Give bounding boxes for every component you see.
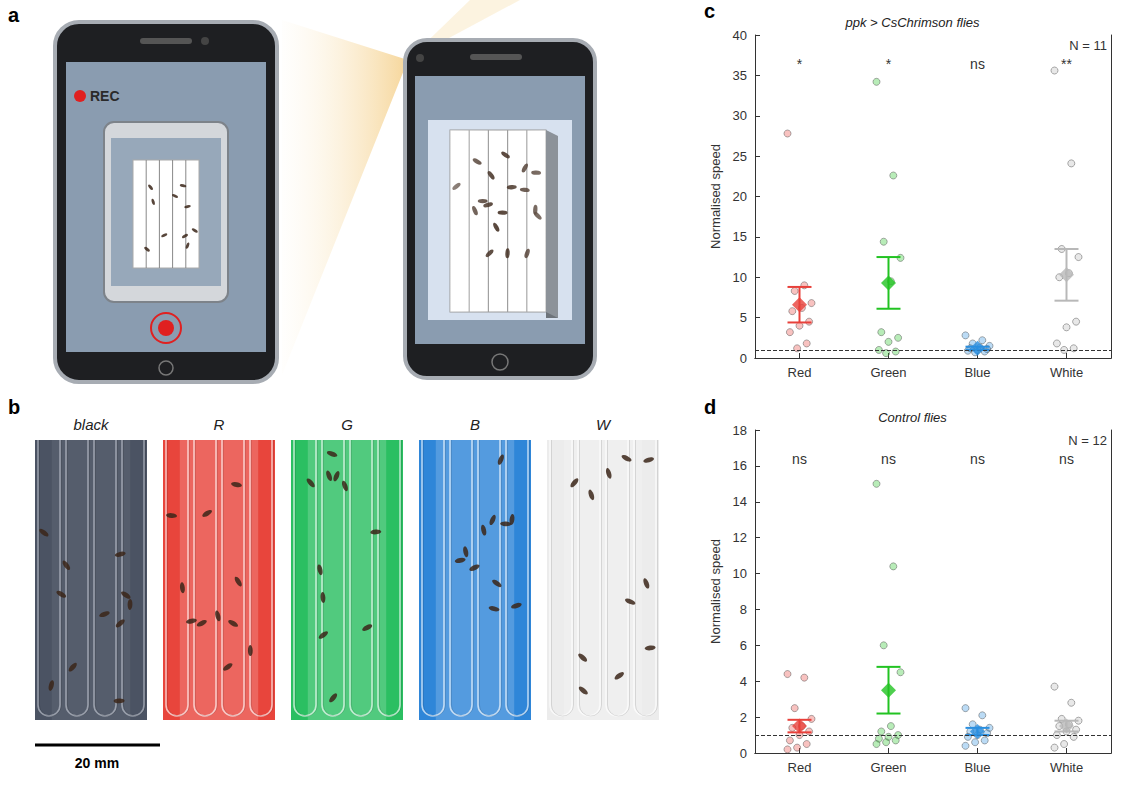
svg-text:Red: Red — [788, 365, 812, 380]
svg-text:15: 15 — [733, 229, 747, 244]
svg-text:10: 10 — [733, 270, 747, 285]
svg-text:Green: Green — [870, 760, 906, 775]
svg-text:Red: Red — [788, 760, 812, 775]
svg-text:b: b — [8, 396, 20, 418]
svg-text:ns: ns — [881, 451, 896, 467]
svg-text:Control flies: Control flies — [878, 410, 947, 425]
svg-text:B: B — [470, 416, 480, 433]
svg-text:black: black — [73, 416, 110, 433]
svg-text:White: White — [1050, 760, 1083, 775]
svg-text:*: * — [886, 56, 892, 72]
svg-text:*: * — [797, 56, 803, 72]
svg-text:ns: ns — [1059, 451, 1074, 467]
svg-text:4: 4 — [740, 674, 747, 689]
svg-text:0: 0 — [740, 351, 747, 366]
svg-text:W: W — [596, 416, 612, 433]
svg-text:5: 5 — [740, 310, 747, 325]
svg-text:10: 10 — [733, 566, 747, 581]
svg-text:Blue: Blue — [964, 760, 990, 775]
svg-text:REC: REC — [90, 88, 120, 104]
svg-text:14: 14 — [733, 494, 747, 509]
svg-text:35: 35 — [733, 68, 747, 83]
svg-text:0: 0 — [740, 746, 747, 761]
svg-text:ns: ns — [970, 451, 985, 467]
svg-text:8: 8 — [740, 602, 747, 617]
svg-text:a: a — [8, 4, 20, 26]
svg-text:20: 20 — [733, 189, 747, 204]
svg-text:18: 18 — [733, 423, 747, 438]
svg-text:30: 30 — [733, 108, 747, 123]
svg-text:N = 11: N = 11 — [1069, 38, 1107, 53]
svg-text:Blue: Blue — [964, 365, 990, 380]
svg-text:6: 6 — [740, 638, 747, 653]
svg-text:**: ** — [1061, 56, 1072, 72]
svg-text:2: 2 — [740, 710, 747, 725]
svg-text:Normalised speed: Normalised speed — [708, 539, 723, 644]
svg-text:ns: ns — [970, 56, 985, 72]
html-text:d: d — [704, 396, 717, 418]
svg-text:25: 25 — [733, 149, 747, 164]
html-text:c: c — [704, 0, 716, 22]
svg-text:20 mm: 20 mm — [75, 755, 119, 771]
svg-text:ns: ns — [792, 451, 807, 467]
svg-text:White: White — [1050, 365, 1083, 380]
svg-text:ppk > CsChrimson flies: ppk > CsChrimson flies — [844, 15, 980, 30]
svg-text:R: R — [214, 416, 225, 433]
svg-text:G: G — [341, 416, 353, 433]
svg-text:16: 16 — [733, 458, 747, 473]
svg-text:N = 12: N = 12 — [1068, 433, 1107, 448]
svg-text:12: 12 — [733, 530, 747, 545]
svg-text:40: 40 — [733, 28, 747, 43]
svg-text:Normalised speed: Normalised speed — [708, 144, 723, 249]
svg-text:Green: Green — [870, 365, 906, 380]
